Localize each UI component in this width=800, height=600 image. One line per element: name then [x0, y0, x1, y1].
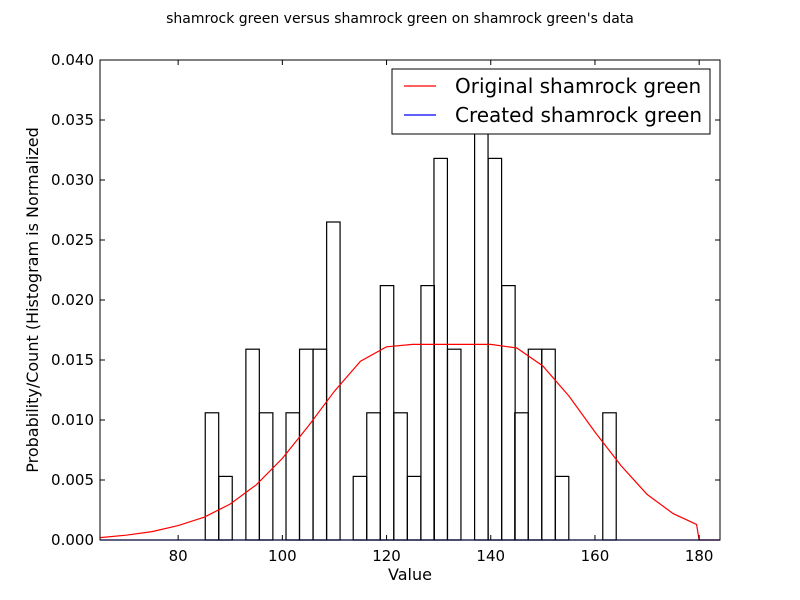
histogram-bar: [501, 285, 516, 541]
histogram-bar: [433, 157, 449, 541]
x-tick-label: 80: [169, 547, 188, 565]
histogram-bar: [204, 412, 220, 541]
histogram-bar: [446, 348, 462, 541]
histogram-bar: [406, 475, 422, 541]
chart-title: shamrock green versus shamrock green on …: [166, 11, 634, 27]
series-lines: [99, 343, 720, 541]
x-tick-label: 140: [476, 547, 505, 565]
histogram-bar: [554, 475, 570, 541]
histogram-bar: [352, 475, 368, 541]
legend-label-original: Original shamrock green: [455, 74, 701, 98]
y-tick-label: 0.035: [51, 111, 94, 129]
x-axis-label: Value: [388, 565, 432, 584]
legend-label-created: Created shamrock green: [455, 103, 702, 127]
x-axis-ticks: 80 100 120 140 160 180: [169, 60, 714, 565]
histogram-bar: [527, 348, 543, 541]
histogram-bar: [312, 348, 328, 541]
y-tick-label: 0.010: [51, 411, 94, 429]
histogram-bar: [298, 348, 314, 541]
legend-box: [391, 68, 711, 135]
x-tick-label: 180: [685, 547, 714, 565]
y-tick-label: 0.040: [51, 51, 94, 69]
histogram-bar: [474, 94, 489, 541]
y-tick-label: 0.030: [51, 171, 94, 189]
histogram-bar: [379, 285, 395, 541]
y-tick-label: 0.015: [51, 351, 94, 369]
histogram-bar: [258, 412, 274, 541]
legend: Original shamrock green Created shamrock…: [391, 68, 711, 135]
histogram-bar: [420, 285, 435, 541]
x-tick-label: 120: [372, 547, 401, 565]
y-tick-label: 0.000: [51, 531, 94, 549]
histogram-bar: [285, 412, 301, 541]
series-line-0: [99, 343, 720, 541]
y-tick-label: 0.025: [51, 231, 94, 249]
y-axis-label: Probability/Count (Histogram is Normaliz…: [23, 127, 42, 473]
y-tick-label: 0.020: [51, 291, 94, 309]
x-tick-label: 160: [581, 547, 610, 565]
histogram-bar: [487, 157, 503, 541]
histogram-bar: [602, 412, 617, 541]
histogram-bar: [514, 412, 529, 541]
histogram-bar: [326, 221, 341, 541]
y-tick-label: 0.005: [51, 471, 94, 489]
histogram-bar: [393, 412, 408, 541]
y-axis-ticks: 0.000 0.005 0.010 0.015 0.020 0.025 0.030 0.035…: [51, 51, 720, 549]
histogram-bar: [245, 348, 260, 541]
histogram-bar: [366, 412, 381, 541]
x-tick-label: 100: [268, 547, 297, 565]
